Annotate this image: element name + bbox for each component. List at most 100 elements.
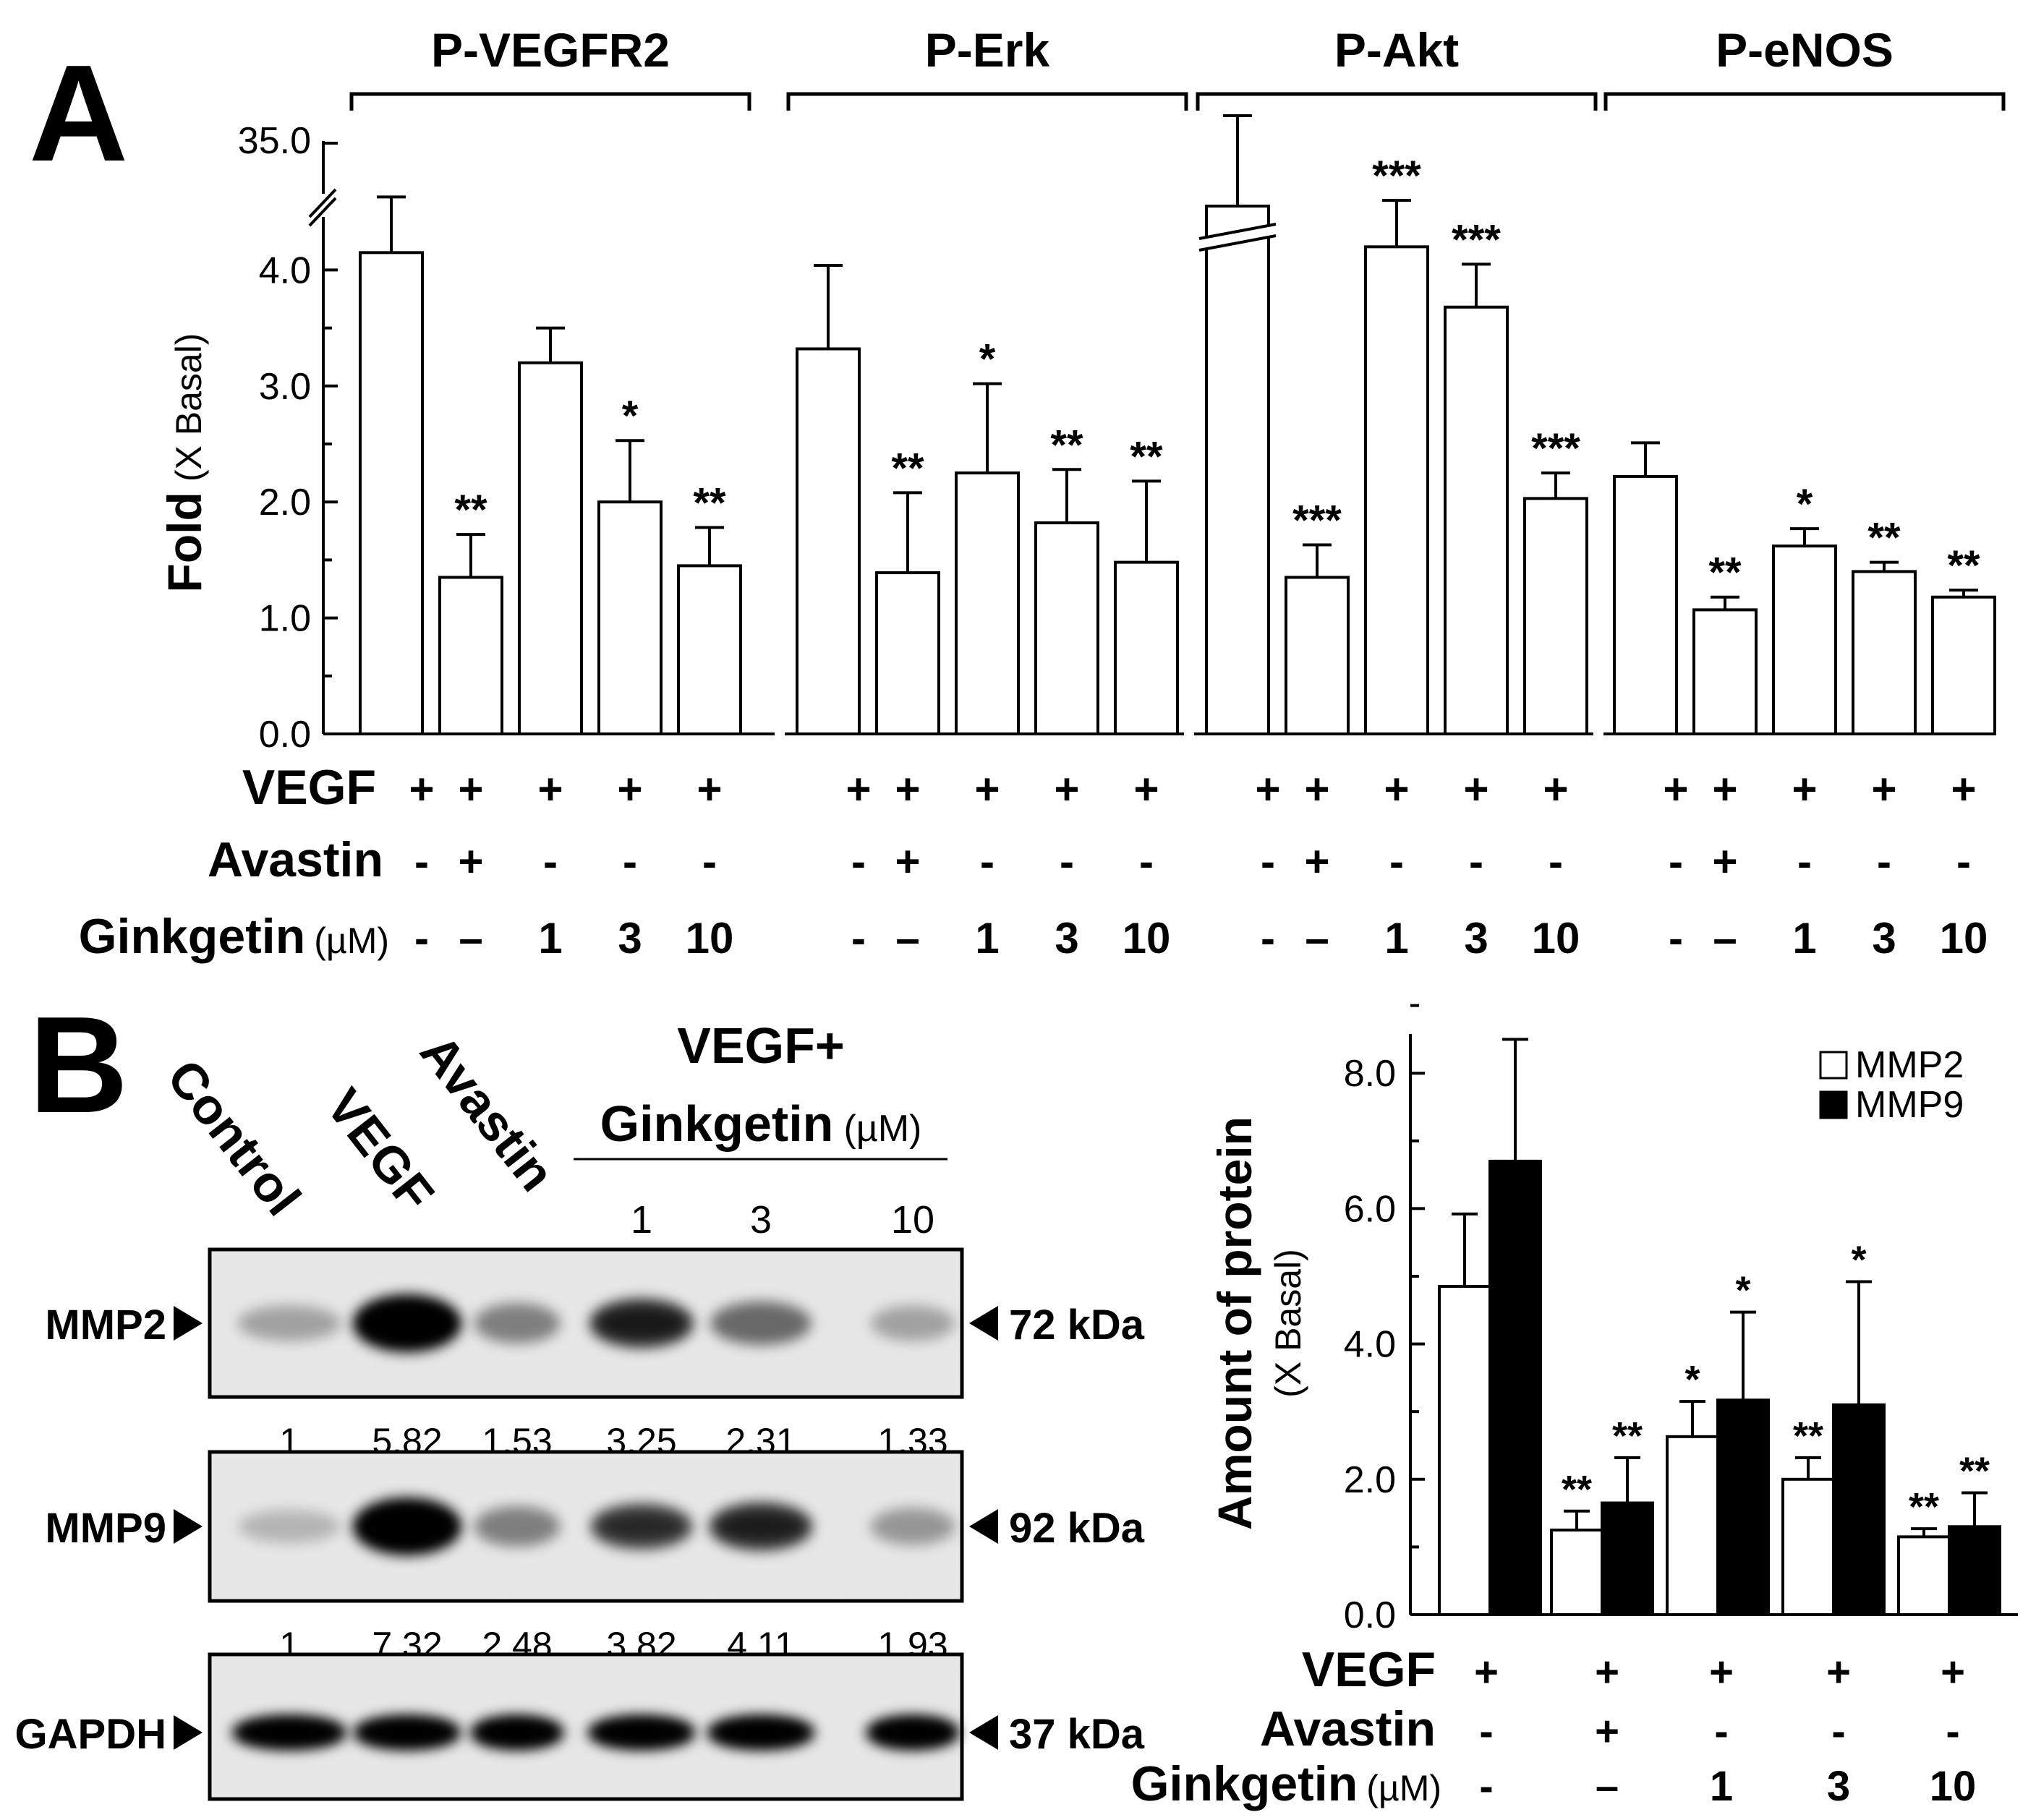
ginkgetin-dose: - [1261,914,1275,962]
ginkgetin-dose: 3 [1464,914,1488,962]
significance-label: ** [454,487,487,534]
chart-b: 0.0 2.0 4.0 6.0 8.0 Amount of protein (X Basal… [1131,1004,2018,1811]
group-header-ginkgetin: Ginkgetin (µM) [600,1095,922,1152]
significance-label: ** [1050,422,1083,469]
avastin-sign: - [1877,837,1891,886]
blot-band-core [361,1509,453,1544]
bar-mmp2 [1781,1477,1835,1617]
ginkgetin-dose: 1 [1384,914,1408,962]
row-label-ginkgetin: Ginkgetin (µM) [1131,1756,1441,1811]
row-label-avastin: Avastin [208,832,383,887]
blot-band [237,1305,341,1341]
vegf-sign: + [974,765,1000,813]
avastin-sign: + [1595,1708,1619,1755]
vegf-sign: + [1133,765,1159,813]
significance-label: ** [1708,550,1742,597]
significance-label: * [1735,1269,1750,1312]
bar [677,564,742,735]
vegf-sign: + [697,765,722,813]
significance-label: * [1797,481,1813,528]
avastin-sign: - [1831,1708,1845,1755]
kda-label: 92 kDa [1009,1505,1145,1552]
y-tick-label-b: 2.0 [1344,1459,1396,1501]
chart-a: 0.0 1.0 2.0 3.0 4.0 35.0 Fold (X Basal) P-VEGFR2… [79,23,2006,964]
bar [518,361,583,736]
vegf-sign: + [537,765,563,813]
ginkgetin-dose: – [1596,1763,1619,1810]
blot-row-label: MMP9 [45,1505,166,1552]
lane-label: VEGF [315,1078,445,1221]
blot-band-core [716,1511,806,1542]
ginkgetin-dose: – [1713,914,1737,962]
y-tick-label-b: 4.0 [1344,1324,1396,1366]
significance-label: ** [891,445,924,492]
vegf-sign: + [1255,765,1280,813]
avastin-sign: - [1714,1708,1728,1755]
significance-label: *** [1292,497,1342,544]
avastin-sign: + [458,837,483,886]
significance-label: ** [1959,1450,1990,1493]
lane-label: Control [156,1049,312,1226]
blot-band [238,1510,341,1543]
significance-label: ** [1947,542,1980,589]
group-title: P-Erk [925,23,1050,77]
legend-swatch-mmp9 [1819,1090,1848,1119]
ginkgetin-dose: – [459,914,482,962]
bar [597,500,663,735]
bar [796,347,861,735]
vegf-sign: + [1474,1649,1499,1696]
ginkgetin-label: Ginkgetin [1131,1756,1358,1811]
bar [875,571,940,735]
group-bracket [349,92,751,111]
vegf-sign: + [846,765,871,813]
ginkgetin-dose: 10 [686,914,734,962]
panel-label-b: B [29,988,128,1142]
arrow-right-icon [174,1715,203,1750]
bar [955,471,1020,735]
arrow-left-icon [969,1715,998,1750]
ginkgetin-dose: – [1305,914,1329,962]
group-title: P-Akt [1334,23,1459,77]
ginkgetin-dose: 3 [618,914,642,962]
arrow-left-icon [969,1306,998,1341]
kda-label: 37 kDa [1009,1711,1145,1758]
avastin-sign: - [1956,837,1971,886]
y-tick-label-a: 2.0 [259,482,311,524]
ginkgetin-dose: 3 [1827,1763,1850,1810]
vegf-sign: + [1543,765,1568,813]
row-label-vegf: VEGF [1302,1642,1436,1697]
y-tick-label-b: 0.0 [1344,1594,1396,1636]
ginkgetin-dose: 10 [1532,914,1580,962]
ginkgetin-label: Ginkgetin [79,909,306,964]
vegf-sign: + [617,765,642,813]
vegf-sign: + [1826,1649,1851,1696]
blot-band [870,1508,955,1545]
y-label-b-sub: (X Basal) [1268,1249,1308,1398]
legend-label-mmp9: MMP9 [1855,1084,1964,1126]
significance-label: * [622,393,639,440]
ginkgetin-label: Ginkgetin [600,1095,834,1152]
vegf-sign: + [1463,765,1488,813]
ginkgetin-dose: 1 [1710,1763,1733,1810]
bar-mmp2 [1897,1535,1951,1617]
blot-band [710,1301,812,1346]
group-bracket [1603,92,2006,111]
ginkgetin-dose: 1 [538,914,562,962]
bar [359,251,424,735]
vegf-sign: + [1792,765,1817,813]
vegf-sign: + [1304,765,1329,813]
vegf-sign: + [1951,765,1976,813]
ginkgetin-dose: 1 [1792,914,1816,962]
y-label-a: Fold (X Basal) [158,333,211,593]
vegf-sign: + [1941,1649,1965,1696]
avastin-sign: + [1712,837,1737,886]
vegf-sign: + [1712,765,1737,813]
bar-mmp2 [1550,1529,1603,1616]
avastin-sign: - [1549,837,1563,886]
bar [1205,205,1270,735]
bar-mmp9 [1832,1403,1886,1616]
avastin-sign: - [1479,1708,1493,1755]
arrow-left-icon [969,1509,998,1544]
